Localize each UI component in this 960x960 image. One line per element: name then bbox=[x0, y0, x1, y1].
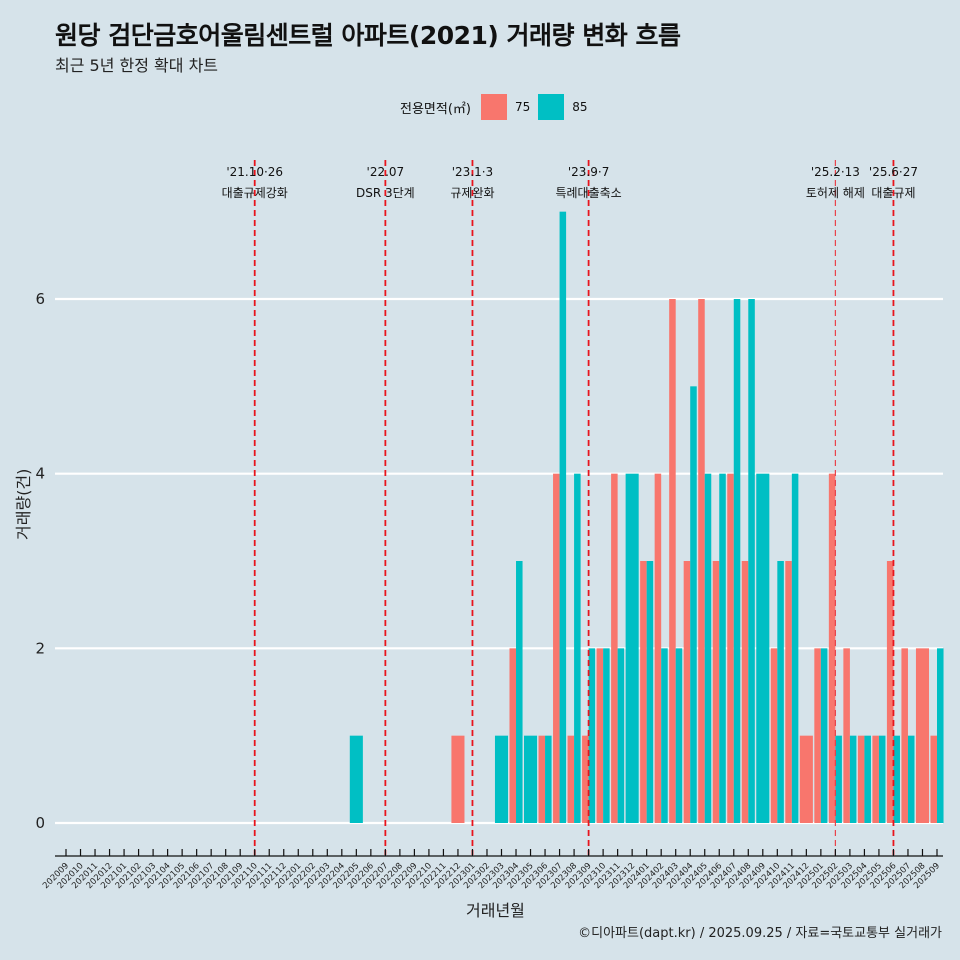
bar-85-202305 bbox=[524, 735, 538, 823]
x-axis-title: 거래년월 bbox=[466, 901, 525, 920]
bar-75-202311 bbox=[611, 473, 618, 823]
bar-75-202212 bbox=[451, 735, 465, 823]
bar-75-202406 bbox=[712, 561, 720, 823]
y-tick-label: 4 bbox=[35, 465, 45, 483]
event-date: '21.10·26 bbox=[226, 165, 283, 179]
event-lines bbox=[253, 160, 895, 855]
bar-75-202501 bbox=[814, 648, 821, 823]
bar-75-202401 bbox=[640, 561, 647, 823]
bar-85-202311 bbox=[617, 648, 625, 823]
bar-85-202404 bbox=[690, 386, 697, 823]
bar-75-202504 bbox=[857, 735, 865, 823]
bar-85-202409 bbox=[756, 473, 770, 823]
bars bbox=[349, 211, 944, 823]
bar-75-202309 bbox=[582, 735, 589, 823]
chart-title: 원당 검단금호어울림센트럴 아파트(2021) 거래량 변화 흐름 bbox=[55, 21, 681, 50]
event-annotations: '21.10·26 대출규제강화 '22.07 DSR 3단계 '23.1·3 규제완화 '… bbox=[222, 165, 918, 200]
event-label: 특례대출축소 bbox=[555, 186, 621, 200]
bar-75-202402 bbox=[654, 473, 662, 823]
bar-85-202405 bbox=[704, 473, 712, 823]
bar-85-202304 bbox=[516, 561, 523, 823]
bar-85-202205 bbox=[349, 735, 363, 823]
bar-75-202308 bbox=[567, 735, 575, 823]
x-axis: 2020092020102020112020122021012021022021… bbox=[41, 849, 943, 891]
bar-75-202507 bbox=[901, 648, 908, 823]
bar-75-202306 bbox=[538, 735, 546, 823]
event-date: '23.9·7 bbox=[568, 165, 609, 179]
bar-85-202312 bbox=[625, 473, 639, 823]
bar-75-202508 bbox=[915, 648, 930, 823]
y-tick-label: 6 bbox=[35, 290, 45, 308]
bar-85-202402 bbox=[661, 648, 668, 823]
legend-key-85 bbox=[538, 94, 565, 120]
bar-85-202408 bbox=[748, 299, 755, 823]
bar-85-202411 bbox=[791, 473, 799, 823]
bar-85-202306 bbox=[545, 735, 552, 823]
bar-85-202307 bbox=[559, 211, 567, 823]
bar-85-202308 bbox=[574, 473, 581, 823]
bar-85-202504 bbox=[864, 735, 871, 823]
bar-85-202501 bbox=[820, 648, 828, 823]
bar-85-202406 bbox=[719, 473, 726, 823]
legend-label-75: 75 bbox=[514, 100, 531, 114]
bar-75-202310 bbox=[596, 648, 604, 823]
event-label: 대출규제강화 bbox=[222, 186, 288, 200]
y-tick-label: 0 bbox=[35, 814, 45, 832]
event-label: DSR 3단계 bbox=[356, 186, 415, 200]
bar-85-202403 bbox=[675, 648, 683, 823]
bar-85-202509 bbox=[937, 648, 944, 823]
bar-85-202502 bbox=[835, 735, 842, 823]
bar-85-202303 bbox=[494, 735, 509, 823]
bar-75-202404 bbox=[683, 561, 691, 823]
bar-75-202407 bbox=[727, 473, 734, 823]
y-axis-title: 거래량(건) bbox=[14, 468, 33, 540]
event-label: 대출규제 bbox=[871, 186, 915, 200]
event-date: '23.1·3 bbox=[452, 165, 493, 179]
bar-75-202506 bbox=[886, 561, 894, 823]
chart-subtitle: 최근 5년 한정 확대 차트 bbox=[55, 56, 219, 75]
bar-85-202505 bbox=[878, 735, 886, 823]
bar-75-202405 bbox=[698, 299, 705, 823]
bar-85-202309 bbox=[588, 648, 596, 823]
y-axis: 0 2 4 6 bbox=[35, 290, 45, 832]
bar-85-202506 bbox=[893, 735, 900, 823]
bar-85-202407 bbox=[733, 299, 741, 823]
event-date: '22.07 bbox=[367, 165, 405, 179]
legend-key-75 bbox=[480, 94, 507, 120]
bar-75-202503 bbox=[843, 648, 850, 823]
bar-75-202408 bbox=[741, 561, 749, 823]
bar-75-202304 bbox=[509, 648, 517, 823]
bar-75-202502 bbox=[828, 473, 836, 823]
bar-85-202507 bbox=[907, 735, 915, 823]
bar-85-202401 bbox=[646, 561, 654, 823]
bar-75-202411 bbox=[785, 561, 792, 823]
legend-title: 전용면적(㎡) bbox=[400, 101, 471, 117]
bar-75-202403 bbox=[669, 299, 676, 823]
bar-85-202410 bbox=[777, 561, 784, 823]
bar-75-202307 bbox=[553, 473, 560, 823]
event-label: 규제완화 bbox=[450, 186, 494, 200]
y-tick-label: 2 bbox=[35, 639, 45, 657]
event-date: '25.6·27 bbox=[869, 165, 918, 179]
bar-75-202509 bbox=[930, 735, 937, 823]
bar-75-202412 bbox=[799, 735, 813, 823]
legend: 전용면적(㎡) 75 85 bbox=[400, 93, 596, 121]
bar-75-202410 bbox=[770, 648, 778, 823]
legend-label-85: 85 bbox=[572, 100, 588, 114]
bar-85-202503 bbox=[849, 735, 857, 823]
bar-85-202310 bbox=[603, 648, 610, 823]
bar-75-202505 bbox=[872, 735, 879, 823]
source-caption: ©디아파트(dapt.kr) / 2025.09.25 / 자료=국토교통부 실… bbox=[578, 926, 942, 941]
event-date: '25.2·13 bbox=[811, 165, 860, 179]
event-label: 토허제 해제 bbox=[806, 186, 865, 200]
